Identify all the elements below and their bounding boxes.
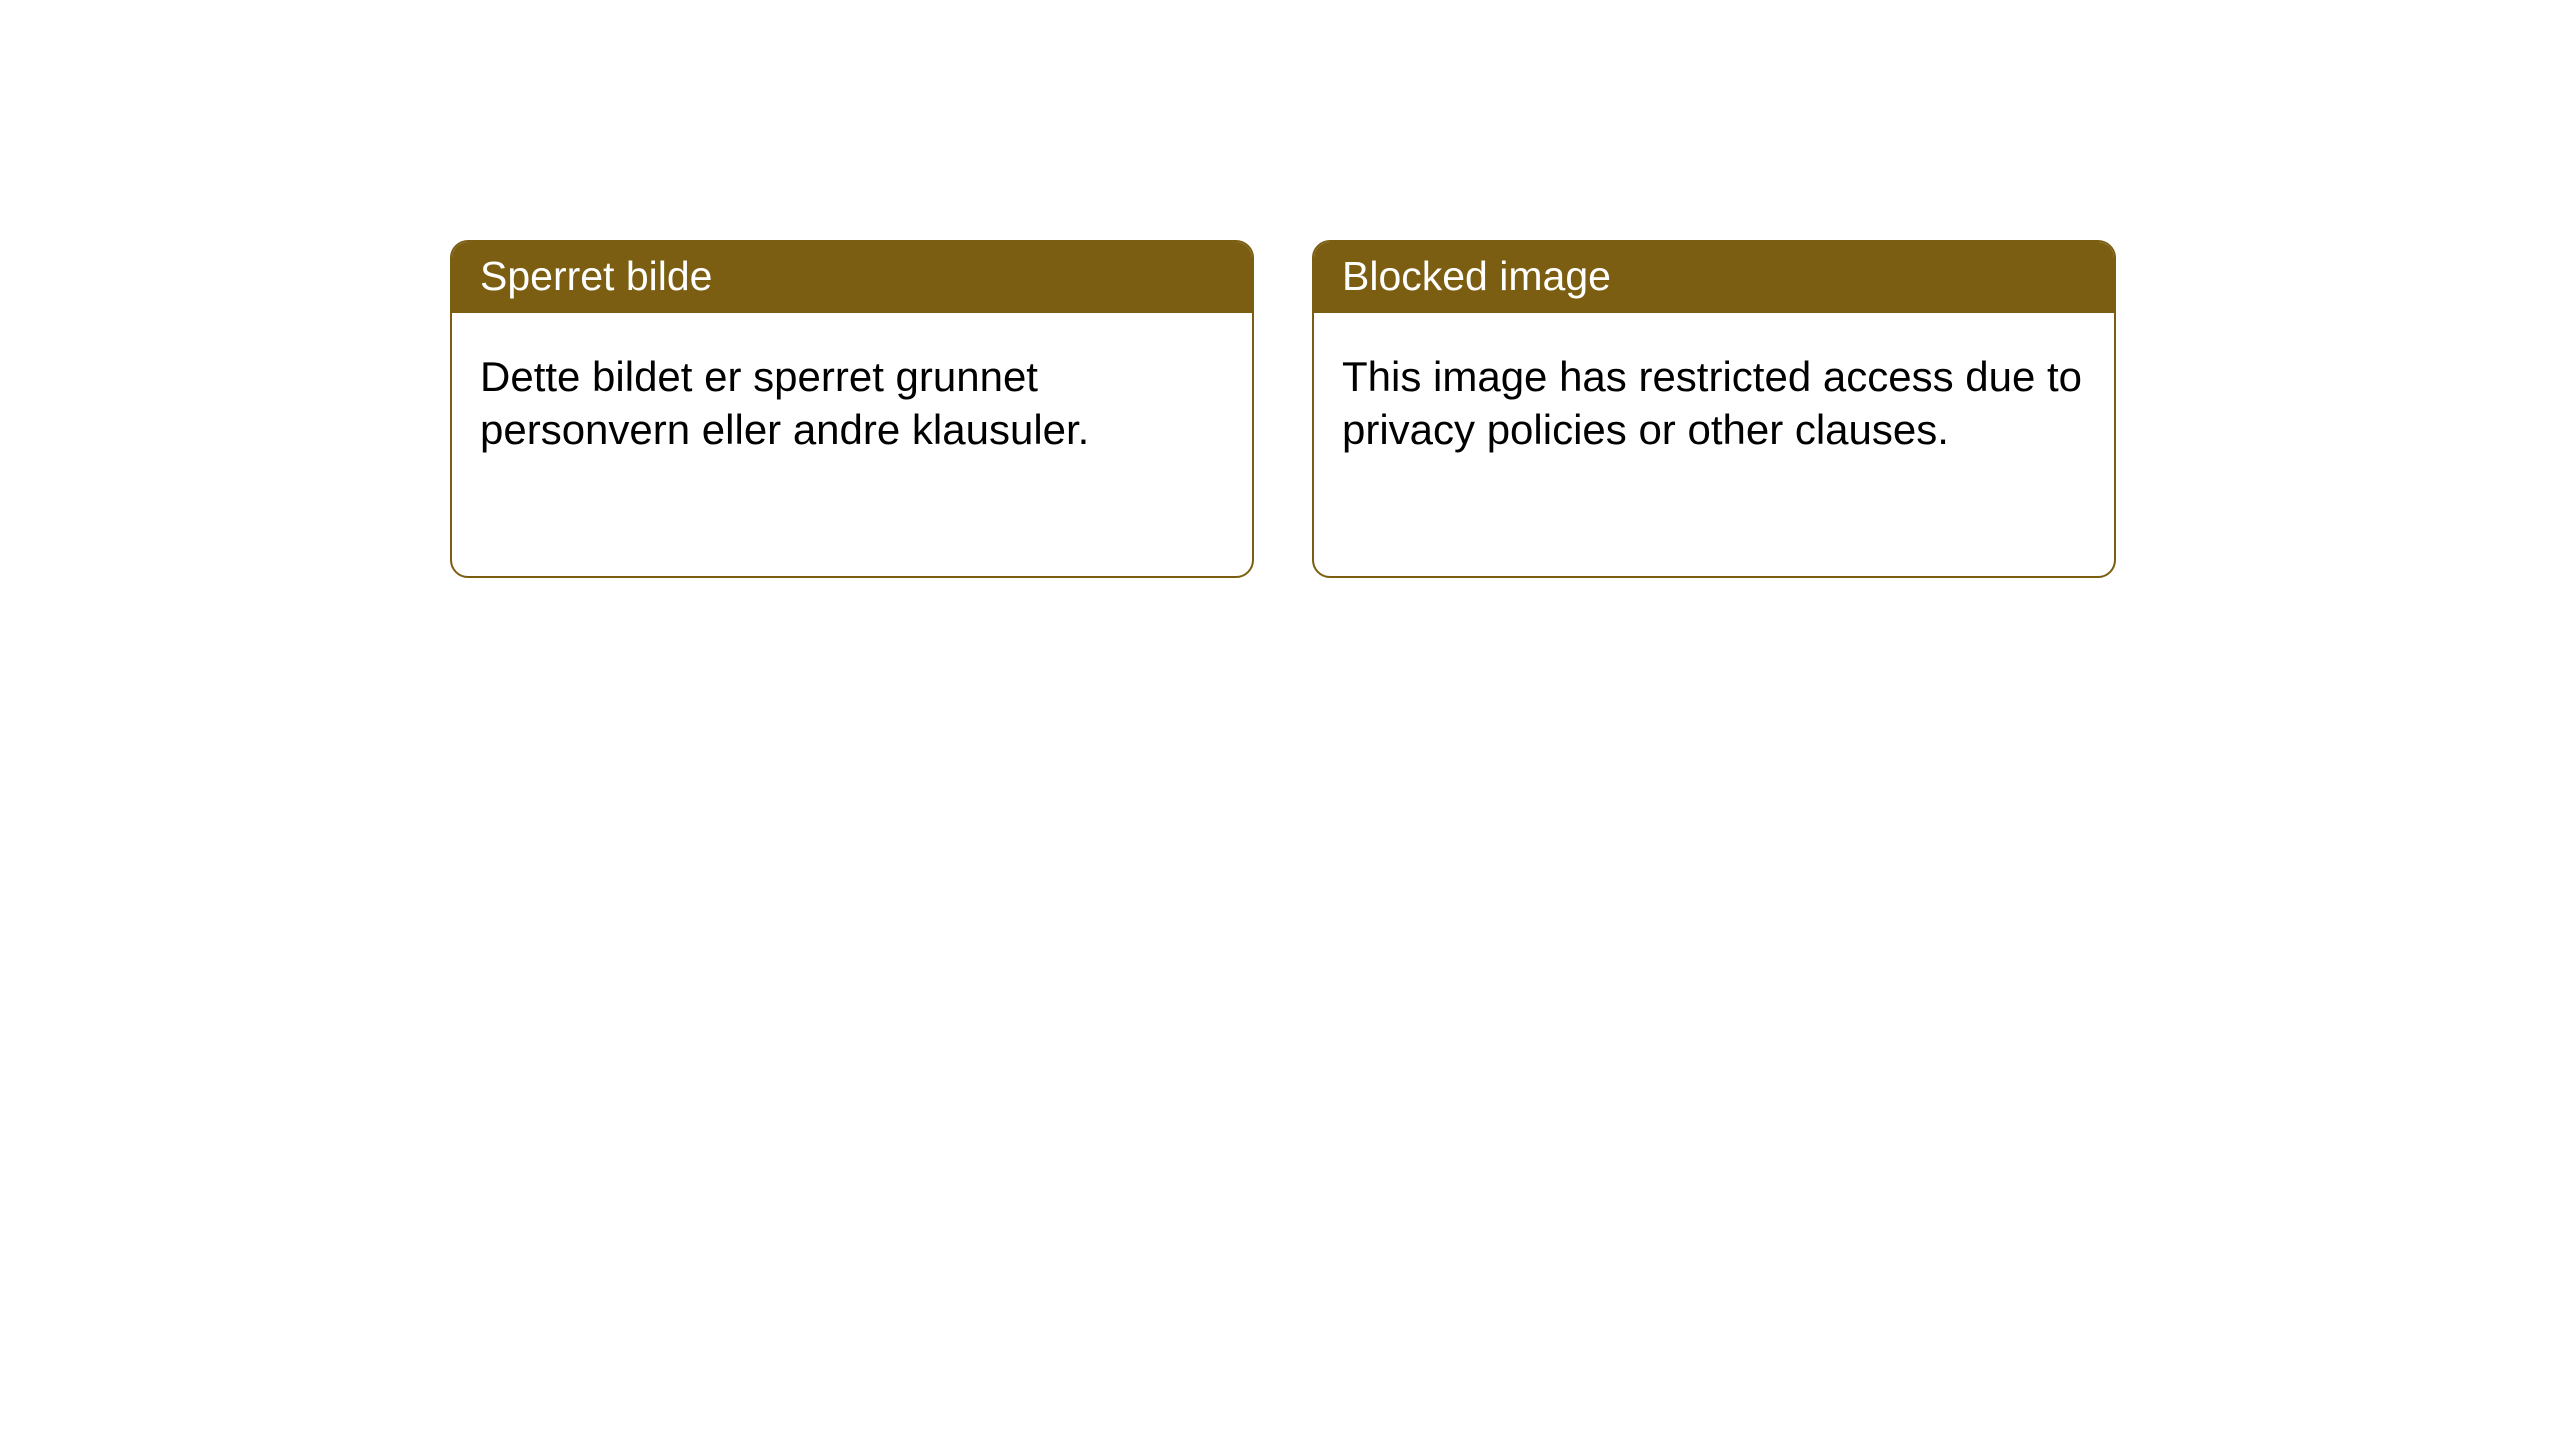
notice-container: Sperret bilde Dette bildet er sperret gr… [0, 0, 2560, 578]
notice-card-norwegian: Sperret bilde Dette bildet er sperret gr… [450, 240, 1254, 578]
notice-card-english: Blocked image This image has restricted … [1312, 240, 2116, 578]
notice-body: Dette bildet er sperret grunnet personve… [452, 313, 1252, 484]
notice-title: Sperret bilde [452, 242, 1252, 313]
notice-body: This image has restricted access due to … [1314, 313, 2114, 484]
notice-title: Blocked image [1314, 242, 2114, 313]
